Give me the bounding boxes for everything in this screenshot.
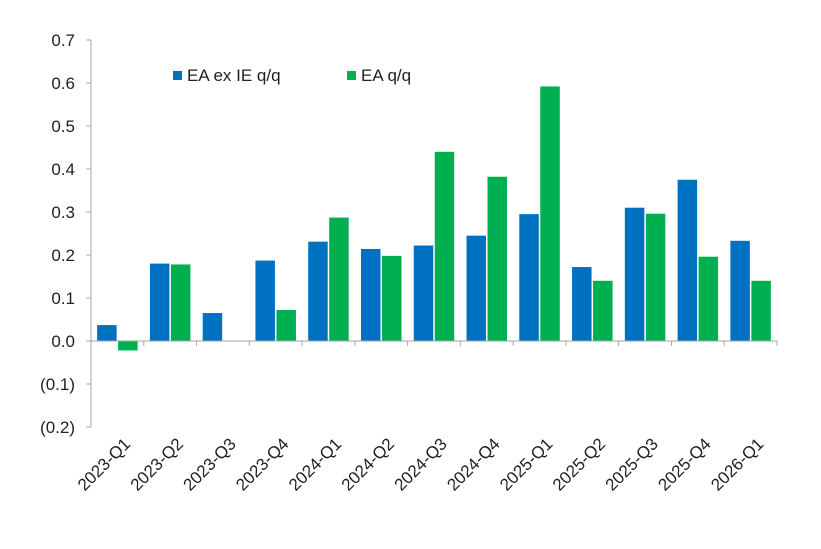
y-tick-label: 0.2	[51, 246, 75, 265]
bar-ea-ex-ie-2023-q3	[202, 313, 223, 341]
x-tick-label: 2025-Q1	[496, 434, 556, 494]
x-tick-label: 2024-Q4	[443, 434, 503, 494]
bar-ea-ex-ie-2024-q4	[466, 235, 487, 341]
bar-ea-2023-q4	[276, 310, 296, 341]
y-tick-label: 0.6	[51, 74, 75, 93]
x-tick-label: 2023-Q4	[232, 434, 292, 494]
y-tick-label: 0.1	[51, 289, 75, 308]
x-tick-label: 2023-Q1	[74, 434, 134, 494]
x-tick-label: 2025-Q2	[549, 434, 609, 494]
bar-ea-ex-ie-2023-q1	[97, 325, 117, 341]
y-tick-label: 0.7	[51, 31, 75, 50]
y-ticks-group: 0.7 0.6 0.5 0.4 0.3 0.2 0.1 0.0 (0.1) (0.2)	[40, 31, 91, 437]
x-tick-label: 2024-Q3	[391, 434, 451, 494]
bar-ea-2024-q3	[434, 151, 455, 341]
y-tick-label: 0.0	[51, 332, 75, 351]
bar-ea-ex-ie-2023-q2	[149, 263, 170, 341]
legend: EA ex IE q/q EA q/q	[173, 66, 411, 85]
bar-ea-ex-ie-2026-q1	[730, 240, 750, 341]
x-tick-label: 2023-Q3	[180, 434, 240, 494]
x-tick-label: 2026-Q1	[707, 434, 767, 494]
x-ticks-group: 2023-Q12023-Q22023-Q32023-Q42024-Q12024-…	[74, 341, 778, 495]
legend-swatch-ea-ex-ie	[173, 71, 182, 80]
x-tick-label: 2025-Q4	[654, 434, 714, 494]
legend-label-ea: EA q/q	[361, 66, 411, 85]
bar-ea-2023-q1	[118, 341, 138, 351]
x-tick-label: 2025-Q3	[602, 434, 662, 494]
bar-ea-2025-q3	[645, 213, 666, 341]
bar-ea-2024-q4	[487, 176, 508, 341]
bar-ea-ex-ie-2024-q3	[413, 245, 434, 341]
bar-ea-2024-q1	[329, 217, 349, 341]
bar-ea-ex-ie-2023-q4	[255, 260, 275, 341]
bar-ea-ex-ie-2025-q3	[624, 207, 645, 341]
bar-ea-2025-q4	[698, 256, 719, 341]
bar-ea-ex-ie-2025-q2	[572, 267, 592, 341]
bar-ea-2025-q1	[540, 86, 560, 341]
y-tick-label: (0.2)	[40, 418, 75, 437]
bar-ea-2025-q2	[593, 280, 613, 341]
y-tick-label: 0.4	[51, 160, 75, 179]
bar-ea-2026-q1	[751, 280, 771, 341]
bars-group	[97, 86, 771, 351]
x-tick-label: 2024-Q2	[338, 434, 398, 494]
y-tick-label: 0.5	[51, 117, 75, 136]
y-tick-label: (0.1)	[40, 375, 75, 394]
bar-ea-2023-q2	[170, 264, 191, 341]
x-tick-label: 2023-Q2	[127, 434, 187, 494]
legend-label-ea-ex-ie: EA ex IE q/q	[187, 66, 281, 85]
bar-ea-ex-ie-2024-q2	[360, 248, 381, 341]
legend-swatch-ea	[347, 71, 356, 80]
x-tick-label: 2024-Q1	[285, 434, 345, 494]
bar-ea-ex-ie-2025-q4	[677, 179, 698, 341]
bar-ea-2024-q2	[381, 255, 402, 341]
bar-ea-ex-ie-2024-q1	[308, 241, 328, 341]
bar-ea-ex-ie-2025-q1	[519, 214, 539, 341]
y-tick-label: 0.3	[51, 203, 75, 222]
